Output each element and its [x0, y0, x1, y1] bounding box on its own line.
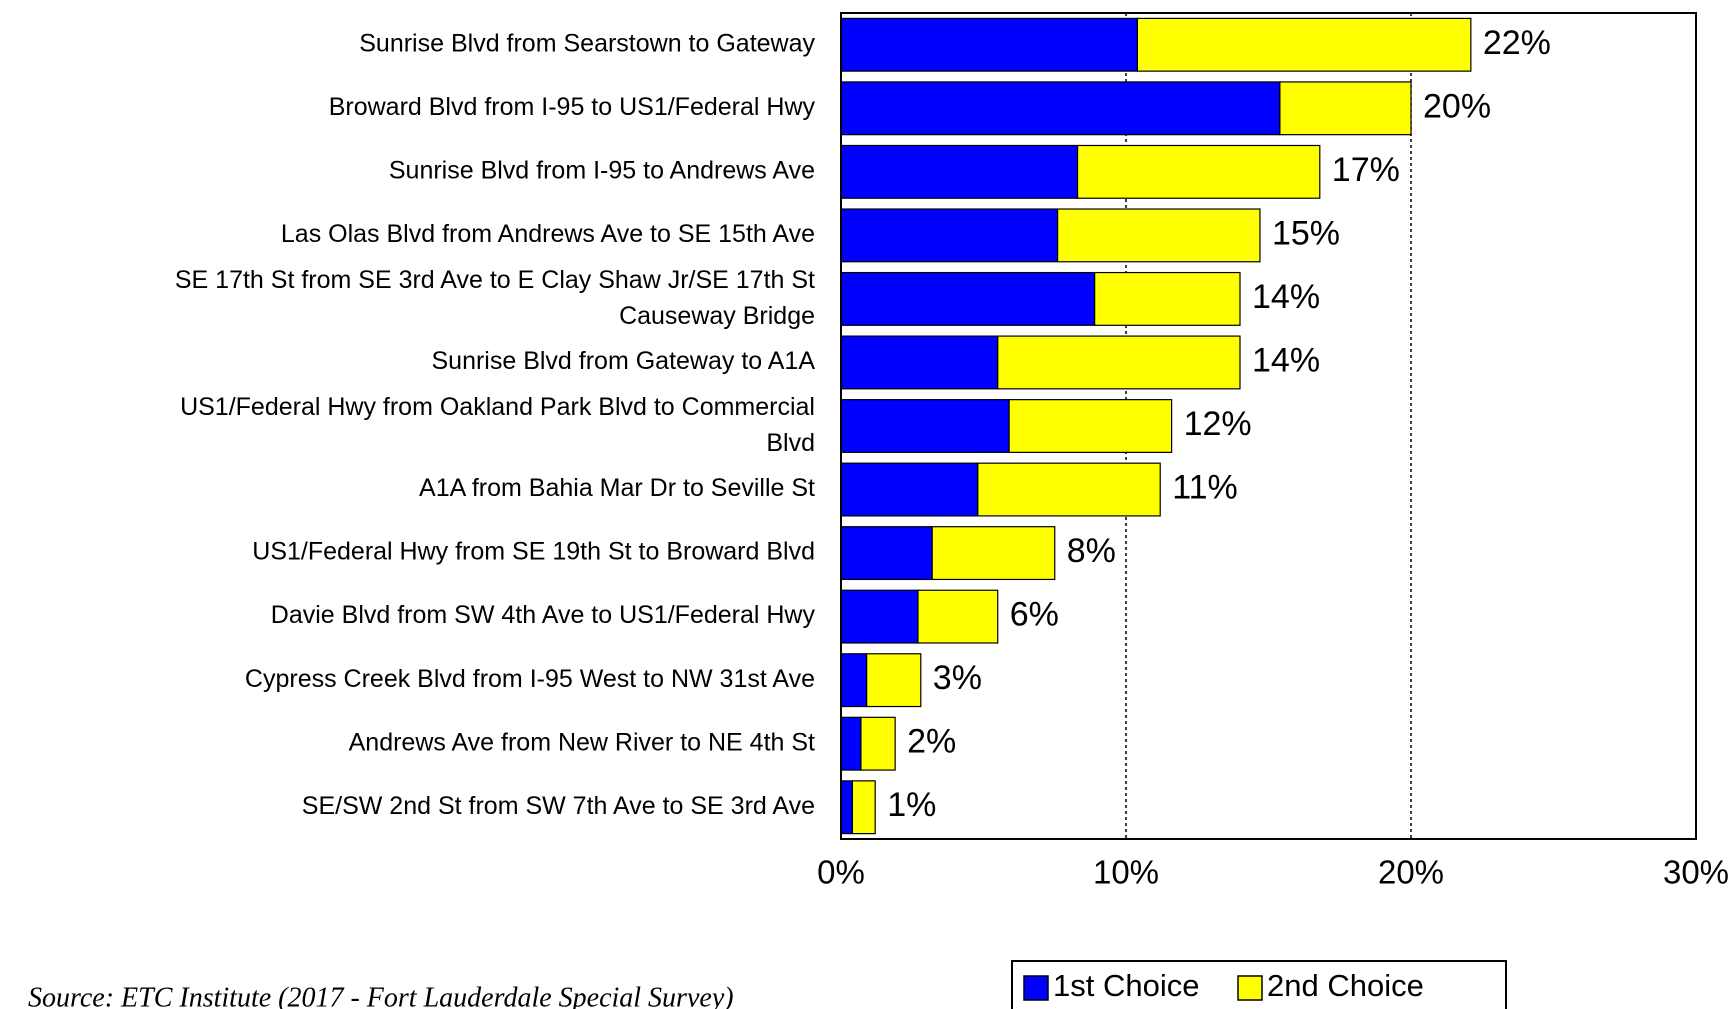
- category-label: Las Olas Blvd from Andrews Ave to SE 15t…: [281, 220, 815, 248]
- category-label: A1A from Bahia Mar Dr to Seville St: [419, 474, 815, 502]
- bar-segment: [840, 399, 1010, 453]
- bar-segment: [840, 208, 1059, 263]
- plot-frame: [840, 12, 1697, 840]
- source-note: Source: ETC Institute (2017 - Fort Laude…: [28, 982, 734, 1009]
- total-label: 3%: [933, 659, 982, 697]
- total-label: 6%: [1010, 596, 1059, 634]
- total-label: 1%: [887, 786, 936, 824]
- category-label: US1/Federal Hwy from SE 19th St to Browa…: [252, 538, 815, 566]
- total-label: 14%: [1252, 341, 1320, 379]
- legend-box: [1011, 960, 1507, 1009]
- bar-segment: [1136, 17, 1472, 72]
- x-tick-label: 20%: [1378, 854, 1444, 891]
- legend-label: 2nd Choice: [1267, 968, 1424, 1003]
- x-tick-label: 10%: [1093, 854, 1159, 891]
- category-label: US1/Federal Hwy from Oakland Park Blvd t…: [180, 393, 815, 457]
- bar-segment: [917, 589, 999, 644]
- total-label: 14%: [1252, 278, 1320, 316]
- category-label: SE 17th St from SE 3rd Ave to E Clay Sha…: [175, 266, 815, 330]
- total-label: 15%: [1272, 214, 1340, 252]
- bar-segment: [840, 653, 868, 708]
- category-label: SE/SW 2nd St from SW 7th Ave to SE 3rd A…: [302, 792, 815, 820]
- bar-segment: [1008, 399, 1173, 453]
- bar-segment: [860, 716, 896, 771]
- bar-segment: [1076, 144, 1321, 199]
- bar-segment: [851, 780, 876, 835]
- category-label: Sunrise Blvd from Searstown to Gateway: [359, 29, 815, 57]
- bar-segment: [840, 462, 979, 517]
- total-label: 8%: [1067, 532, 1116, 570]
- bar-segment: [840, 589, 919, 644]
- category-label: Cypress Creek Blvd from I-95 West to NW …: [245, 665, 815, 693]
- category-label: Sunrise Blvd from I-95 to Andrews Ave: [389, 156, 815, 184]
- x-tick-label: 0%: [817, 854, 865, 891]
- x-tick-label: 30%: [1663, 854, 1729, 891]
- bar-segment: [1094, 271, 1241, 326]
- bar-segment: [840, 780, 853, 835]
- category-label: Broward Blvd from I-95 to US1/Federal Hw…: [329, 93, 816, 121]
- legend-label: 1st Choice: [1053, 968, 1199, 1003]
- category-label: Sunrise Blvd from Gateway to A1A: [431, 347, 815, 375]
- total-label: 20%: [1423, 87, 1491, 125]
- bar-segment: [840, 144, 1079, 199]
- bar-segment: [997, 335, 1241, 390]
- bar-segment: [840, 81, 1281, 136]
- bar-segment: [977, 462, 1161, 517]
- bar-segment: [1056, 208, 1261, 263]
- bar-segment: [931, 526, 1056, 581]
- bar-segment: [840, 526, 933, 581]
- category-label: Davie Blvd from SW 4th Ave to US1/Federa…: [271, 601, 816, 629]
- category-label: Andrews Ave from New River to NE 4th St: [349, 728, 815, 756]
- bar-segment: [840, 716, 862, 771]
- bar-segment: [840, 17, 1138, 72]
- total-label: 22%: [1483, 24, 1551, 62]
- bar-segment: [840, 335, 999, 390]
- legend-swatch: [1023, 975, 1049, 1001]
- bar-segment: [840, 271, 1096, 326]
- total-label: 12%: [1184, 405, 1252, 443]
- total-label: 2%: [907, 723, 956, 761]
- total-label: 17%: [1332, 151, 1400, 189]
- legend-swatch: [1237, 975, 1263, 1001]
- bar-segment: [1279, 81, 1412, 136]
- total-label: 11%: [1172, 469, 1238, 507]
- bar-segment: [866, 653, 922, 708]
